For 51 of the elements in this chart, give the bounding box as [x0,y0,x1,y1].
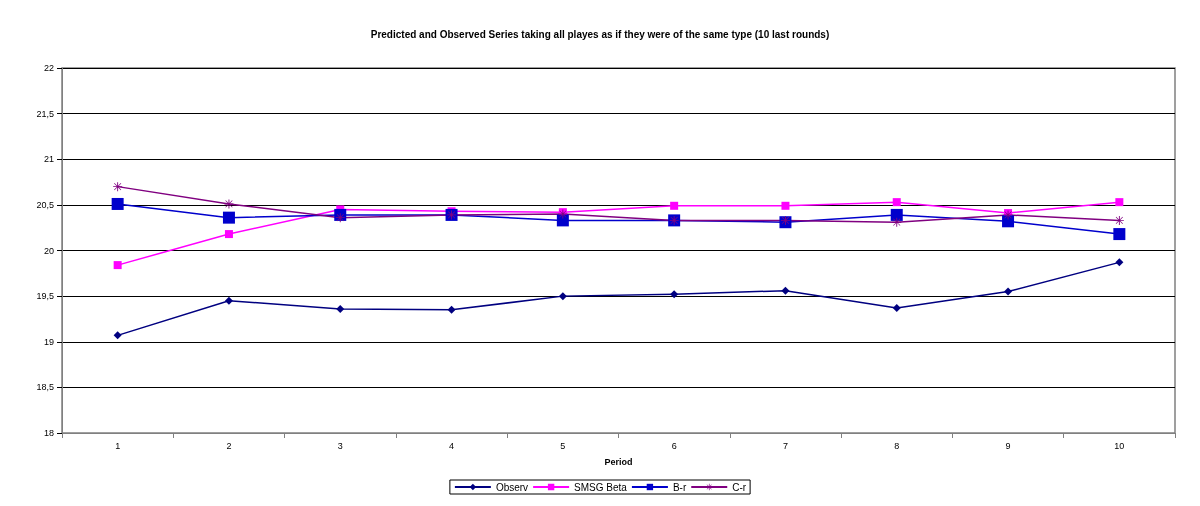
x-tick-label: 1 [115,440,121,451]
point [892,303,901,312]
y-tick-label: 18 [43,428,54,438]
x-tick-label: 7 [782,440,788,451]
point [558,292,567,301]
x-tick-label: 10 [1114,440,1125,451]
point [447,305,456,314]
legend-label: C-r [732,481,747,493]
x-tick-label: 3 [337,440,343,451]
chart-title: Predicted and Observed Series taking all playes as if they were of the same type (10 last rounds) [370,28,830,40]
point [781,201,790,210]
point [890,208,903,221]
x-tick-label: 6 [671,440,677,451]
point [335,213,345,223]
point [1115,258,1124,267]
point [670,290,679,299]
point [111,197,124,210]
y-tick-label: 21,5 [36,108,54,119]
legend-label: B-r [672,481,687,493]
point [113,331,122,340]
point [780,215,790,225]
point [1115,198,1124,207]
y-tick-label: 19 [43,336,54,347]
y-tick-label: 22 [43,63,54,73]
point [1004,287,1013,296]
point [222,211,235,224]
y-tick-label: 20 [43,245,54,256]
x-axis-title: Period [604,456,633,467]
x-tick-label: 4 [449,440,455,451]
point [670,201,679,210]
point [113,182,123,192]
legend-label: SMSG Beta [574,481,628,493]
x-tick-label: 5 [560,440,566,451]
y-tick-label: 20,5 [36,199,54,210]
point [556,214,569,227]
point [224,230,233,239]
x-tick-label: 8 [894,440,900,451]
point [1114,215,1124,225]
y-tick-label: 18,5 [36,382,54,393]
point [1113,228,1126,241]
y-tick-label: 19,5 [36,291,54,302]
point [113,261,122,270]
y-tick-label: 21 [43,154,54,165]
x-tick-label: 2 [226,440,232,451]
point [892,198,901,207]
point [224,296,233,305]
point [781,286,790,295]
legend-label: Observ [495,481,529,493]
point [336,304,345,313]
x-tick-label: 9 [1005,440,1011,451]
point [1002,215,1015,228]
